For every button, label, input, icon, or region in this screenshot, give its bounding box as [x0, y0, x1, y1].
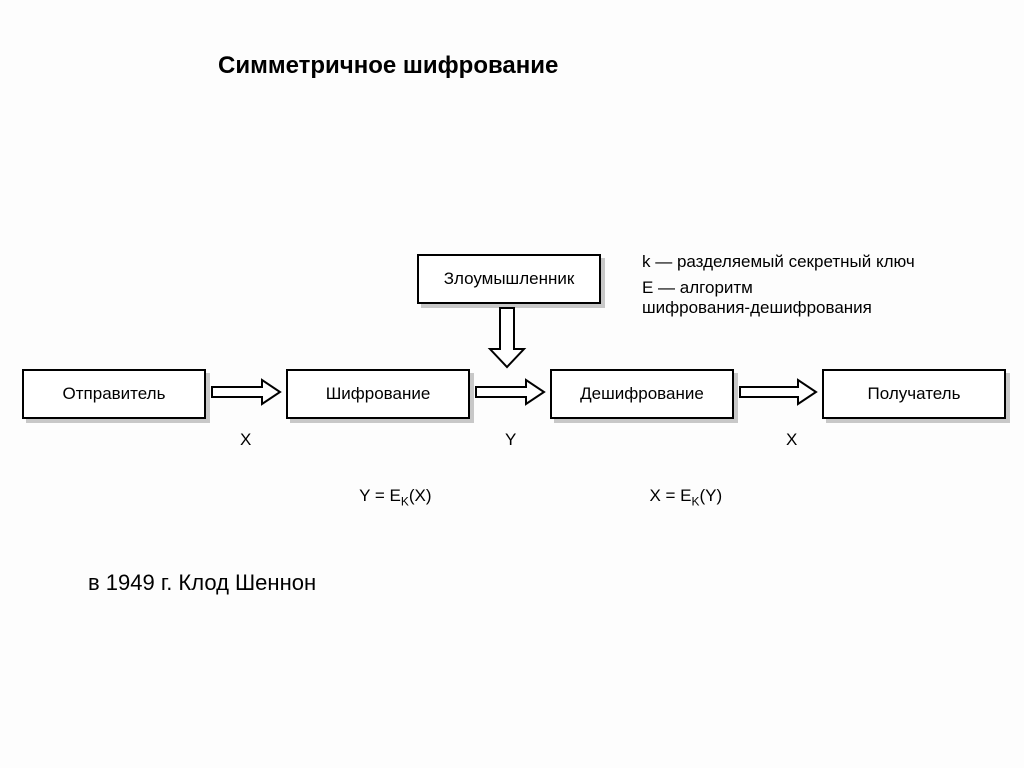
- arrows-layer: [0, 0, 1024, 768]
